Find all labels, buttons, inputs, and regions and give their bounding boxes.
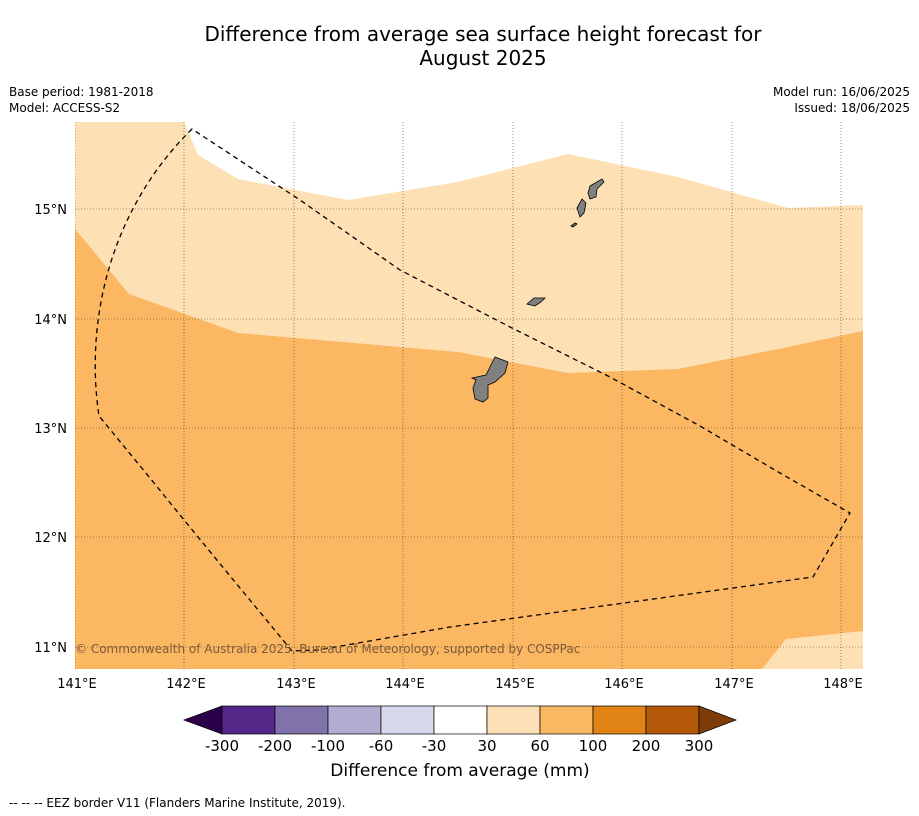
- colorbar-label: 30: [477, 737, 496, 755]
- title-line-2: August 2025: [419, 46, 547, 70]
- colorbar-segment: [486, 705, 541, 735]
- islands: [470, 178, 605, 403]
- colorbar-segment: [274, 705, 329, 735]
- colorbar-segment: [327, 705, 382, 735]
- rota-island: [526, 297, 546, 307]
- model-run: Model run: 16/06/2025: [772, 85, 910, 99]
- aguijan-island: [570, 222, 578, 228]
- colorbar-label: 200: [632, 737, 661, 755]
- latitude-label: 13°N: [34, 422, 67, 437]
- latitude-label: 11°N: [34, 641, 67, 656]
- title-line-1: Difference from average sea surface heig…: [204, 22, 762, 46]
- colorbar-label: 100: [579, 737, 608, 755]
- colorbar-label: 300: [685, 737, 714, 755]
- colorbar-label: -100: [311, 737, 345, 755]
- colorbar-label: -300: [205, 737, 239, 755]
- longitude-label: 142°E: [166, 677, 206, 692]
- base-period: Base period: 1981-2018: [9, 85, 154, 99]
- longitude-label: 146°E: [604, 677, 644, 692]
- longitude-label: 147°E: [714, 677, 754, 692]
- tinian-island: [576, 198, 587, 218]
- colorbar-segment: [645, 705, 700, 735]
- colorbar-segment: [380, 705, 435, 735]
- saipan-island: [587, 178, 605, 200]
- colorbar-title: Difference from average (mm): [330, 761, 590, 781]
- copyright-notice: © Commonwealth of Australia 2025, Bureau…: [75, 642, 580, 656]
- colorbar-extend-low: [182, 705, 223, 735]
- colorbar: [182, 705, 737, 735]
- anomaly-band-neutral-top: [184, 122, 863, 208]
- latitude-label: 12°N: [34, 531, 67, 546]
- latitude-label: 14°N: [34, 313, 67, 328]
- map-area: © Commonwealth of Australia 2025, Bureau…: [75, 122, 863, 669]
- colorbar-segment: [433, 705, 488, 735]
- latitude-label: 15°N: [34, 203, 67, 218]
- longitude-label: 145°E: [495, 677, 535, 692]
- colorbar-label: 60: [530, 737, 549, 755]
- longitude-label: 144°E: [385, 677, 425, 692]
- longitude-labels: 141°E 142°E 143°E 144°E 145°E 146°E 147°E 148°E: [57, 677, 863, 692]
- colorbar-extend-high: [698, 705, 737, 735]
- meta-left: Base period: 1981-2018 Model: ACCESS-S2: [9, 84, 154, 116]
- colorbar-labels: -300 -200 -100 -60 -30 30 60 100 200 300: [205, 737, 713, 755]
- colorbar-segment: [539, 705, 594, 735]
- colorbar-label: -200: [258, 737, 292, 755]
- colorbar-segment: [592, 705, 647, 735]
- colorbar-label: -30: [422, 737, 447, 755]
- anomaly-band-30-60-bottom: [762, 631, 863, 669]
- meta-right: Model run: 16/06/2025 Issued: 18/06/2025: [773, 84, 910, 116]
- anomaly-band-60-100: [75, 229, 863, 669]
- latitude-labels: 15°N 14°N 13°N 12°N 11°N: [34, 203, 67, 656]
- guam-island: [470, 356, 509, 403]
- colorbar-segment: [221, 705, 276, 735]
- longitude-label: 148°E: [823, 677, 863, 692]
- model-name: Model: ACCESS-S2: [9, 101, 121, 115]
- eez-footnote: -- -- -- EEZ border V11 (Flanders Marine…: [9, 796, 346, 810]
- map-title: Difference from average sea surface heig…: [0, 22, 919, 70]
- gridlines: [75, 122, 863, 669]
- longitude-label: 143°E: [276, 677, 316, 692]
- issued-date: Issued: 18/06/2025: [794, 101, 910, 115]
- longitude-label: 141°E: [57, 677, 97, 692]
- colorbar-label: -60: [369, 737, 394, 755]
